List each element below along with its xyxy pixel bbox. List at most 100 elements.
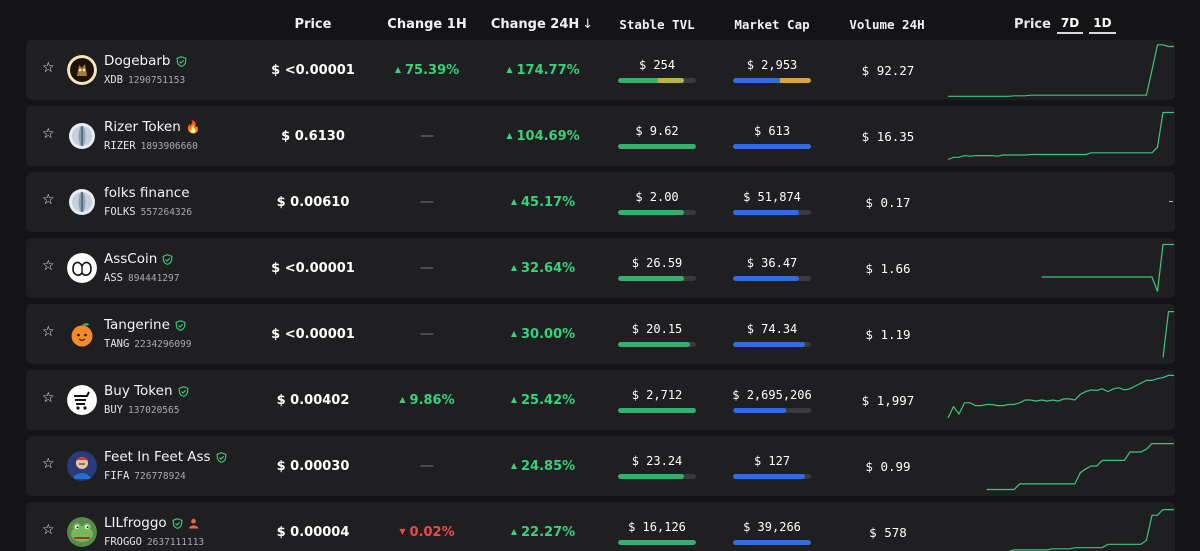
token-name-label: Buy Token bbox=[104, 383, 173, 399]
doge-logo bbox=[67, 55, 97, 85]
header-change-1h[interactable]: Change 1H bbox=[387, 17, 467, 32]
fire-icon: 🔥 bbox=[185, 120, 201, 134]
change-1h: — bbox=[420, 106, 434, 166]
favorite-star-icon[interactable]: ☆ bbox=[42, 390, 55, 406]
header-change-24h[interactable]: Change 24H ↓ bbox=[491, 17, 593, 32]
sparkline-path bbox=[986, 443, 1174, 491]
favorite-star-icon[interactable]: ☆ bbox=[42, 60, 55, 76]
change-1h: — bbox=[420, 304, 434, 364]
favorite-star-icon[interactable]: ☆ bbox=[42, 126, 55, 142]
stable-tvl-bar bbox=[618, 143, 696, 149]
market-cap-bar-fill bbox=[733, 473, 805, 479]
market-cap-bar-fill bbox=[733, 341, 805, 347]
token-asset-id: 137020565 bbox=[127, 405, 180, 416]
up-arrow-icon: ▲ bbox=[510, 394, 517, 404]
token-symbol: TANG bbox=[104, 338, 130, 350]
volume-24h-value: $ 16.35 bbox=[861, 128, 915, 144]
stable-tvl-bar-fill bbox=[618, 275, 685, 281]
stable-tvl-bar bbox=[618, 209, 696, 215]
stable-tvl-bar bbox=[618, 275, 696, 281]
favorite-star-icon[interactable]: ☆ bbox=[42, 522, 55, 538]
token-name[interactable]: Buy Token bbox=[104, 383, 189, 399]
price-cell: $ 0.00610 bbox=[277, 172, 350, 232]
header-volume-24h[interactable]: Volume 24H bbox=[849, 17, 925, 32]
stable-tvl-bar bbox=[618, 407, 696, 413]
market-cap-bar-fill-secondary bbox=[779, 77, 811, 83]
favorite-star-icon[interactable]: ☆ bbox=[42, 192, 55, 208]
change-24h-value: 30.00% bbox=[521, 326, 576, 342]
price-sparkline bbox=[986, 443, 1174, 491]
token-name[interactable]: folks finance bbox=[104, 185, 190, 201]
buy-logo bbox=[67, 385, 97, 415]
market-cap-value: $ 39,266 bbox=[743, 519, 801, 534]
header-stable-tvl[interactable]: Stable TVL bbox=[619, 17, 695, 32]
token-name[interactable]: Dogebarb bbox=[104, 53, 187, 69]
stable-tvl-value: $ 2,712 bbox=[631, 387, 683, 402]
token-name[interactable]: LILfroggo bbox=[104, 515, 199, 531]
table-row[interactable]: ☆ Rizer Token 🔥 RIZER 1893906660 $ 0.6130 — ▲ 10… bbox=[26, 106, 1175, 166]
change-24h-value: 45.17% bbox=[521, 194, 576, 210]
change-1h: — bbox=[420, 436, 434, 496]
sparkline-empty-marker bbox=[1169, 201, 1173, 202]
market-cap-value: $ 2,695,206 bbox=[732, 387, 812, 402]
change-1h-value: — bbox=[420, 194, 434, 210]
change-1h: ▲ 75.39% bbox=[395, 40, 459, 100]
up-arrow-icon: ▲ bbox=[394, 64, 401, 74]
price-value: $ 0.00004 bbox=[276, 524, 350, 540]
chart-price-label: Price bbox=[1014, 17, 1051, 32]
token-name[interactable]: AssCoin bbox=[104, 251, 173, 267]
stable-tvl-value: $ 2.00 bbox=[635, 189, 679, 204]
token-name[interactable]: Tangerine bbox=[104, 317, 186, 333]
stable-tvl-bar-fill bbox=[618, 77, 658, 83]
stable-tvl: $ 2.00 bbox=[618, 172, 696, 232]
token-name[interactable]: Feet In Feet Ass bbox=[104, 449, 227, 465]
volume-24h-value: $ 1.19 bbox=[865, 326, 911, 342]
table-row[interactable]: ☆ folks finance FOLKS 557264326 $ 0.00610 — ▲ 4… bbox=[26, 172, 1175, 232]
token-name-label: folks finance bbox=[104, 185, 190, 201]
market-cap: $ 51,874 bbox=[733, 172, 811, 232]
token-name-label: Tangerine bbox=[104, 317, 170, 333]
range-7d-button[interactable]: 7D bbox=[1056, 15, 1084, 34]
change-24h: ▲ 32.64% bbox=[511, 238, 575, 298]
header-market-cap[interactable]: Market Cap bbox=[734, 17, 810, 32]
stable-tvl-value: $ 20.15 bbox=[631, 321, 683, 336]
fifa-logo bbox=[67, 451, 97, 481]
table-row[interactable]: ☆ Feet In Feet Ass FIFA 726778924 $ 0.00030 —… bbox=[26, 436, 1175, 496]
market-cap-bar bbox=[733, 143, 811, 149]
market-cap-value: $ 74.34 bbox=[746, 321, 798, 336]
token-symbol: RIZER bbox=[104, 140, 136, 152]
change-1h: ▲ 9.86% bbox=[399, 370, 454, 430]
volume-24h-value: $ 1,997 bbox=[861, 392, 915, 408]
stable-tvl-bar-fill bbox=[618, 539, 696, 545]
stable-tvl-value: $ 23.24 bbox=[631, 453, 683, 468]
change-1h-value: — bbox=[420, 128, 434, 144]
token-symbol: XDB bbox=[104, 74, 123, 86]
volume-24h-value: $ 0.17 bbox=[865, 194, 911, 210]
stable-tvl-bar-fill bbox=[618, 341, 690, 347]
token-name[interactable]: Rizer Token 🔥 bbox=[104, 119, 201, 135]
table-row[interactable]: ☆ AssCoin ASS 894441297 $ <0.00001 — ▲ 32.64% $ … bbox=[26, 238, 1175, 298]
favorite-star-icon[interactable]: ☆ bbox=[42, 456, 55, 472]
market-cap-value: $ 36.47 bbox=[746, 255, 798, 270]
verified-shield-icon bbox=[172, 517, 183, 529]
stable-tvl-bar-fill-secondary bbox=[657, 77, 685, 83]
table-row[interactable]: ☆ Buy Token BUY 137020565 $ 0.00402 ▲ 9.86% ▲ 25… bbox=[26, 370, 1175, 430]
header-price[interactable]: Price bbox=[294, 17, 332, 32]
favorite-star-icon[interactable]: ☆ bbox=[42, 258, 55, 274]
range-1d-button[interactable]: 1D bbox=[1089, 15, 1116, 34]
price-cell: $ <0.00001 bbox=[271, 304, 355, 364]
table-row[interactable]: ☆ Dogebarb XDB 1290751153 $ <0.00001 ▲ 75.39% ▲… bbox=[26, 40, 1175, 100]
token-meta: ASS 894441297 bbox=[104, 272, 179, 284]
price-cell: $ 0.00402 bbox=[277, 370, 350, 430]
market-cap: $ 613 bbox=[733, 106, 811, 166]
table-row[interactable]: ☆ Tangerine TANG 2234296099 $ <0.00001 — ▲ 30.0… bbox=[26, 304, 1175, 364]
table-row[interactable]: ☆ LILfroggo FROGGO 2637111113 $ 0.00004 ▼ 0.02… bbox=[26, 502, 1175, 551]
stable-tvl: $ 2,712 bbox=[618, 370, 696, 430]
market-cap: $ 74.34 bbox=[733, 304, 811, 364]
stable-tvl-bar-fill bbox=[618, 473, 685, 479]
sparkline-path bbox=[1162, 311, 1174, 358]
market-cap: $ 127 bbox=[733, 436, 811, 496]
favorite-star-icon[interactable]: ☆ bbox=[42, 324, 55, 340]
market-cap-bar bbox=[733, 539, 811, 545]
change-24h-value: 174.77% bbox=[516, 62, 580, 78]
